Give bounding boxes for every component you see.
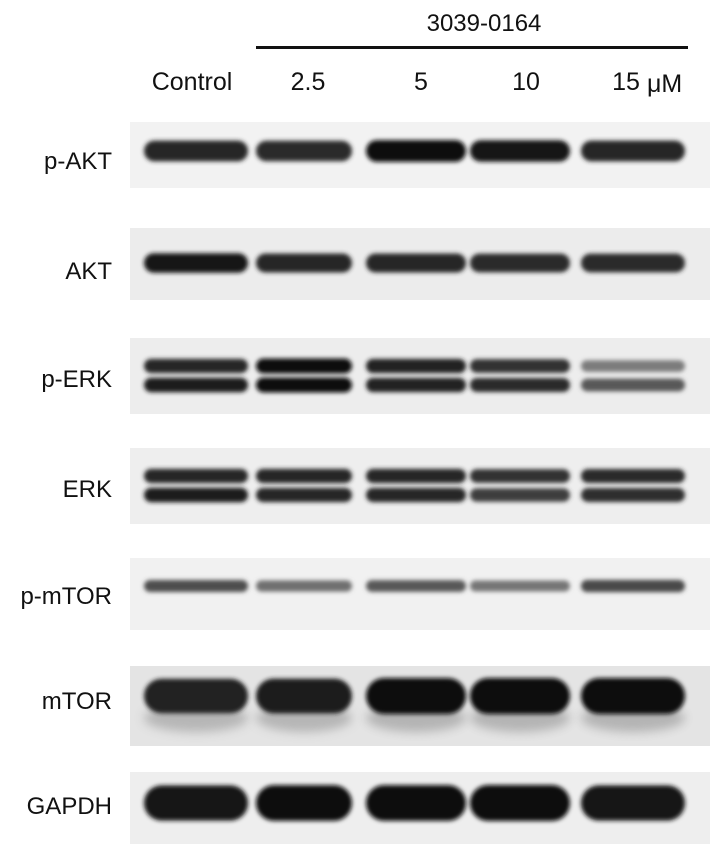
lane-label-control: Control xyxy=(151,68,233,96)
band xyxy=(256,377,352,393)
blot-panel xyxy=(130,122,710,188)
band xyxy=(581,468,685,484)
band xyxy=(256,468,352,484)
blot-panel xyxy=(130,448,710,524)
band xyxy=(581,488,685,502)
band xyxy=(144,377,248,393)
band xyxy=(366,358,466,374)
band xyxy=(581,785,685,821)
band xyxy=(470,378,570,392)
lane-label-10: 10 xyxy=(512,68,540,96)
membrane-background xyxy=(130,448,710,524)
band xyxy=(144,253,248,273)
band xyxy=(581,253,685,273)
band xyxy=(470,678,570,714)
band xyxy=(144,579,248,593)
band xyxy=(144,358,248,374)
membrane-background xyxy=(130,338,710,414)
blot-panel xyxy=(130,666,710,746)
band xyxy=(470,469,570,483)
band xyxy=(581,140,685,162)
band xyxy=(144,468,248,484)
blot-label-p-akt: p-AKT xyxy=(43,148,112,175)
band xyxy=(581,678,685,714)
blot-panel xyxy=(130,558,710,630)
lane-label-5: 5 xyxy=(414,68,428,96)
band xyxy=(144,140,248,162)
band xyxy=(470,785,570,821)
band xyxy=(581,378,685,392)
treatment-bracket xyxy=(256,46,688,49)
band xyxy=(366,487,466,503)
band xyxy=(366,785,466,821)
band xyxy=(144,487,248,503)
band xyxy=(256,785,352,821)
compound-label: 3039-0164 xyxy=(426,10,542,37)
band xyxy=(581,360,685,372)
lane-label-15: 15 xyxy=(612,68,640,96)
band xyxy=(144,678,248,714)
band xyxy=(256,678,352,714)
band xyxy=(470,488,570,502)
blot-label-p-erk: p-ERK xyxy=(41,366,112,393)
band xyxy=(144,785,248,821)
band xyxy=(366,253,466,273)
blot-label-erk: ERK xyxy=(62,476,112,503)
blot-panel xyxy=(130,772,710,844)
blot-label-gapdh: GAPDH xyxy=(26,793,112,820)
blot-label-akt: AKT xyxy=(65,258,112,285)
blot-panel xyxy=(130,228,710,300)
band xyxy=(256,358,352,374)
band xyxy=(256,140,352,162)
band xyxy=(470,140,570,162)
blot-label-mtor: mTOR xyxy=(41,688,112,715)
band xyxy=(470,253,570,273)
band xyxy=(470,359,570,373)
lane-label-2-5: 2.5 xyxy=(290,68,326,96)
band xyxy=(366,140,466,162)
band xyxy=(256,253,352,273)
band xyxy=(256,580,352,592)
blot-panel xyxy=(130,338,710,414)
band xyxy=(366,377,466,393)
band xyxy=(366,468,466,484)
membrane-background xyxy=(130,558,710,630)
band xyxy=(470,580,570,592)
unit-label: μM xyxy=(647,70,683,98)
blot-label-p-mtor: p-mTOR xyxy=(20,583,112,610)
band xyxy=(256,487,352,503)
band xyxy=(366,580,466,592)
band xyxy=(581,579,685,593)
band xyxy=(366,678,466,714)
